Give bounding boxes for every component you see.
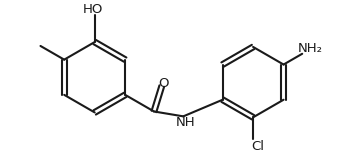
Text: HO: HO — [82, 3, 103, 16]
Text: NH: NH — [175, 116, 195, 129]
Text: NH₂: NH₂ — [297, 42, 322, 55]
Text: Cl: Cl — [251, 140, 264, 153]
Text: O: O — [159, 77, 169, 90]
